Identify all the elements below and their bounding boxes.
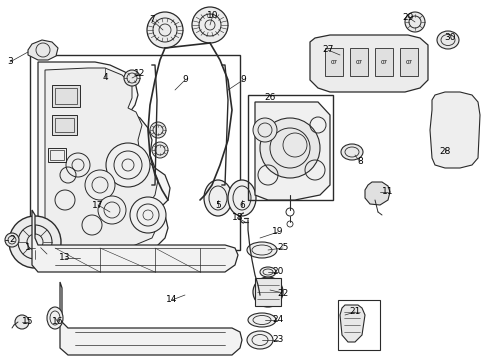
Circle shape: [9, 216, 61, 268]
Circle shape: [192, 7, 227, 43]
Text: 10: 10: [207, 10, 218, 20]
Ellipse shape: [227, 180, 256, 216]
Polygon shape: [32, 210, 238, 272]
Text: 25: 25: [277, 243, 288, 252]
Polygon shape: [38, 62, 170, 255]
Text: 3: 3: [7, 57, 13, 66]
Text: 11: 11: [381, 187, 393, 196]
Ellipse shape: [259, 267, 275, 277]
Circle shape: [5, 233, 19, 247]
Bar: [30, 55, 240, 250]
Bar: [399, 48, 417, 76]
Bar: [374, 48, 392, 76]
Polygon shape: [429, 92, 479, 168]
Ellipse shape: [47, 307, 63, 329]
Ellipse shape: [204, 180, 231, 216]
Circle shape: [106, 143, 150, 187]
Polygon shape: [309, 35, 427, 92]
Bar: [255, 278, 280, 306]
Bar: [48, 148, 66, 162]
Text: 9: 9: [182, 75, 187, 85]
Text: 07: 07: [405, 60, 412, 65]
Ellipse shape: [246, 331, 272, 349]
Circle shape: [404, 12, 424, 32]
Text: 28: 28: [439, 147, 450, 156]
Bar: [337, 300, 379, 350]
Circle shape: [253, 277, 283, 307]
Ellipse shape: [246, 242, 276, 258]
Polygon shape: [28, 40, 58, 60]
Bar: [52, 115, 77, 135]
Text: 24: 24: [272, 316, 283, 325]
Text: 12: 12: [134, 70, 145, 79]
Bar: [324, 48, 342, 76]
Circle shape: [151, 142, 167, 158]
Polygon shape: [60, 282, 242, 355]
Text: 17: 17: [92, 201, 104, 210]
Text: 23: 23: [272, 336, 283, 345]
Text: 1: 1: [25, 243, 31, 252]
Ellipse shape: [340, 144, 362, 160]
Circle shape: [98, 196, 126, 224]
Text: 18: 18: [232, 213, 243, 222]
Text: 8: 8: [356, 157, 362, 166]
Text: 2: 2: [9, 236, 15, 245]
Text: 5: 5: [215, 201, 220, 211]
Circle shape: [147, 12, 182, 48]
Circle shape: [85, 170, 115, 200]
Polygon shape: [255, 102, 329, 200]
Text: 26: 26: [264, 92, 275, 101]
Ellipse shape: [247, 313, 275, 327]
Text: 27: 27: [322, 45, 333, 55]
Text: 07: 07: [380, 60, 387, 65]
Bar: [349, 48, 367, 76]
Circle shape: [15, 315, 29, 329]
Polygon shape: [45, 68, 158, 248]
Text: 14: 14: [166, 296, 177, 305]
Text: 07: 07: [355, 60, 362, 65]
Text: 29: 29: [402, 12, 413, 21]
Polygon shape: [339, 305, 364, 342]
Text: 20: 20: [272, 267, 283, 277]
Text: 4: 4: [102, 72, 107, 81]
Text: 7: 7: [149, 15, 154, 25]
Text: 22: 22: [277, 288, 288, 297]
Bar: [55, 118, 74, 132]
Bar: [247, 95, 333, 200]
Text: 07: 07: [330, 60, 337, 65]
Text: 13: 13: [59, 253, 71, 262]
Text: 15: 15: [22, 317, 34, 327]
Circle shape: [259, 118, 319, 178]
Text: 16: 16: [52, 317, 63, 327]
Text: 6: 6: [239, 201, 244, 211]
Bar: [55, 88, 77, 104]
Text: 21: 21: [348, 307, 360, 317]
Ellipse shape: [436, 31, 458, 49]
Bar: [52, 85, 80, 107]
Circle shape: [253, 118, 276, 142]
Text: 19: 19: [272, 227, 283, 236]
Text: 30: 30: [443, 34, 455, 42]
Circle shape: [130, 197, 166, 233]
Text: 9: 9: [240, 75, 245, 85]
Circle shape: [150, 122, 166, 138]
Circle shape: [124, 70, 140, 86]
Polygon shape: [364, 182, 389, 205]
Bar: [50, 150, 64, 160]
